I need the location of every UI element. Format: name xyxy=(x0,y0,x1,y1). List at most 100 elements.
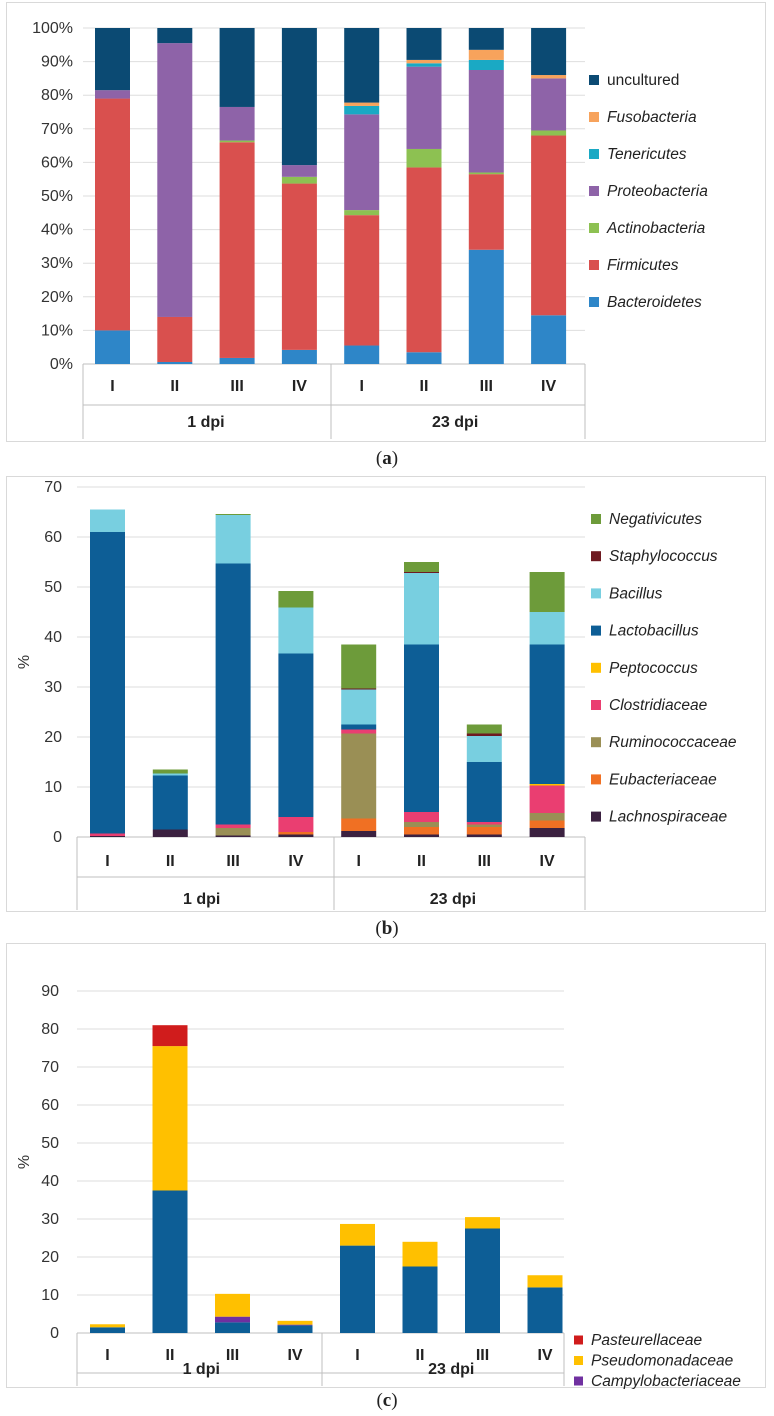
bar-segment xyxy=(466,834,502,837)
y-tick-label: 80% xyxy=(41,87,73,104)
bar-segment xyxy=(404,834,439,837)
bar-segment xyxy=(466,762,502,822)
panel-a: 0% 10% 20% 30% 40% 50% 60% 70% 80% 90% 100% I II III I… xyxy=(6,2,766,442)
legend-label: Firmicutes xyxy=(607,257,679,274)
y-tick-label: 0 xyxy=(53,829,62,846)
y-tick-label: 40 xyxy=(44,629,62,646)
bar-segment xyxy=(215,1316,250,1323)
x-group-label: 1 dpi xyxy=(183,891,220,908)
x-category-label: I xyxy=(105,853,109,870)
legend-label: Tenericutes xyxy=(607,146,687,163)
legend-swatch xyxy=(591,700,601,710)
x-category-label: II xyxy=(170,378,179,395)
bar-segment xyxy=(281,176,317,184)
x-category-label: IV xyxy=(537,1347,552,1364)
bar-segment xyxy=(215,1293,250,1317)
bar-segment xyxy=(402,1241,438,1267)
bar-segment xyxy=(466,827,502,835)
y-tick-label: 90 xyxy=(41,983,59,1000)
x-category-label: I xyxy=(105,1347,109,1364)
y-tick-label: 70 xyxy=(41,1059,59,1076)
y-tick-label: 50% xyxy=(41,188,73,205)
bar-segment xyxy=(344,114,380,211)
bar-segment xyxy=(341,724,377,730)
y-tick-label: 0% xyxy=(50,356,73,373)
y-tick-label: 20 xyxy=(44,729,62,746)
legend-label: Eubacteriaceae xyxy=(609,771,717,788)
legend-label: Lachnospiraceae xyxy=(609,809,727,826)
bar-segment xyxy=(95,98,130,331)
x-category-label: III xyxy=(478,853,491,870)
bar-segment xyxy=(468,172,504,175)
bar-segment xyxy=(529,828,565,837)
bar-segment xyxy=(404,572,439,573)
bar-segment xyxy=(404,573,439,645)
bar-segment xyxy=(402,1266,438,1333)
bar-segment xyxy=(281,349,317,364)
bar-segment xyxy=(278,817,314,832)
legend-label: Fusobacteria xyxy=(607,109,697,126)
bar-segment xyxy=(531,315,567,364)
bar-segment xyxy=(90,833,125,836)
legend-swatch xyxy=(591,737,601,748)
bar-segment xyxy=(157,28,193,44)
bar-segment xyxy=(466,822,502,825)
x-group-label: 1 dpi xyxy=(187,414,224,431)
bar-segment xyxy=(468,28,504,50)
bar-segment xyxy=(219,28,255,107)
x-category-label: III xyxy=(480,378,493,395)
bar-segment xyxy=(529,572,565,612)
bar-segment xyxy=(404,644,439,812)
legend-swatch xyxy=(591,514,601,524)
legend-label: Negativicutes xyxy=(609,511,702,528)
y-axis-label: % xyxy=(16,655,33,669)
y-tick-label: 70% xyxy=(41,121,73,138)
bar-segment xyxy=(152,1025,188,1047)
y-tick-label: 80 xyxy=(41,1021,59,1038)
bar-segment xyxy=(531,135,567,316)
x-category-label: IV xyxy=(540,853,555,870)
bar-segment xyxy=(466,824,502,827)
bar-segment xyxy=(219,357,255,364)
bar-segment xyxy=(278,653,314,817)
x-group-label: 23 dpi xyxy=(432,414,478,431)
bar-segment xyxy=(344,215,380,346)
bar-segment xyxy=(468,49,504,60)
bar-segment xyxy=(465,1217,500,1229)
legend-label: Proteobacteria xyxy=(607,183,708,200)
legend-swatch xyxy=(574,1376,583,1386)
legend-swatch xyxy=(589,75,599,85)
bar-segment xyxy=(90,836,125,837)
bar-segment xyxy=(344,28,380,103)
bar-segment xyxy=(406,167,442,353)
bar-segment xyxy=(529,813,565,821)
bar-segment xyxy=(215,1322,250,1333)
bar-segment xyxy=(341,733,377,819)
legend-swatch xyxy=(591,662,601,673)
bar-segment xyxy=(531,78,567,131)
x-group-label: 1 dpi xyxy=(183,1361,220,1378)
legend-label: Peptococcus xyxy=(609,660,698,677)
bar-segment xyxy=(531,130,567,136)
bar-segment xyxy=(215,828,251,836)
bar-segment xyxy=(152,773,188,776)
bar-segment xyxy=(277,1320,313,1325)
bar-segment xyxy=(406,63,442,67)
bar-segment xyxy=(278,834,314,837)
y-tick-label: 0 xyxy=(50,1325,59,1342)
bar-segment xyxy=(341,818,377,831)
legend-label: Staphylococcus xyxy=(609,548,718,565)
legend-label: Lactobacillus xyxy=(609,623,699,640)
legend-swatch xyxy=(591,811,601,822)
y-tick-label: 50 xyxy=(44,579,62,596)
bar-segment xyxy=(219,106,255,141)
bar-segment xyxy=(281,28,317,166)
bar-segment xyxy=(344,210,380,216)
bar-segment xyxy=(344,105,380,115)
legend-swatch xyxy=(589,223,599,233)
y-tick-label: 60% xyxy=(41,154,73,171)
legend-swatch xyxy=(589,186,599,196)
legend-label: Actinobacteria xyxy=(606,220,706,237)
legend-label: Ruminococcaceae xyxy=(609,734,737,751)
